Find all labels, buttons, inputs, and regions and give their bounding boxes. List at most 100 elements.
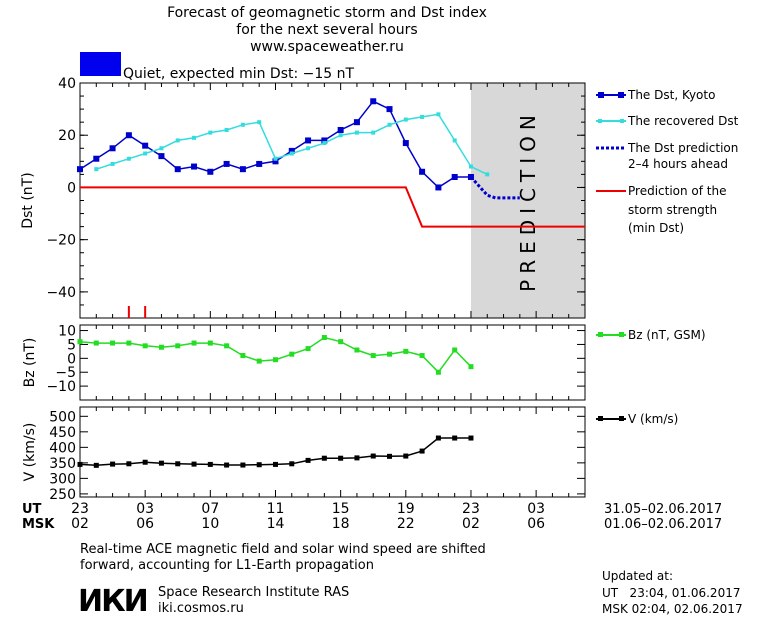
legend-prediction-label-2: 2–4 hours ahead <box>628 157 728 171</box>
data-point <box>451 174 458 180</box>
data-point <box>435 184 442 191</box>
msk-tick-label: 06 <box>527 516 545 532</box>
ut-date-range: 31.05–02.06.2017 <box>604 502 722 517</box>
website-label: www.spaceweather.ru <box>250 39 404 55</box>
data-point <box>224 128 229 132</box>
data-point <box>419 353 425 359</box>
legend-bz-marker2 <box>619 332 624 337</box>
data-point <box>370 453 376 459</box>
legend-recovered-marker2 <box>620 119 624 123</box>
data-point <box>240 122 245 127</box>
ut-tick-label: 11 <box>267 501 285 517</box>
data-point <box>273 156 278 161</box>
data-point <box>223 160 230 167</box>
data-point <box>288 147 295 154</box>
legend-bz: Bz (nT, GSM) <box>596 328 706 342</box>
y-tick-label: 300 <box>49 471 76 487</box>
data-point <box>419 168 426 175</box>
data-point <box>354 347 360 353</box>
data-point <box>240 462 246 468</box>
data-point <box>272 357 278 363</box>
ut-tick-label: 23 <box>71 501 89 517</box>
data-point <box>306 146 311 151</box>
data-point <box>159 146 164 151</box>
msk-tick-label: 18 <box>332 516 350 532</box>
data-point <box>257 120 262 125</box>
data-point <box>387 351 393 357</box>
legend-dst-marker <box>598 92 604 98</box>
y-tick-label: 400 <box>49 440 76 456</box>
data-point <box>403 348 409 354</box>
y-tick-label: 0 <box>67 180 76 196</box>
data-point <box>142 459 148 465</box>
ut-tick-labels: 23 03 07 11 15 19 23 03 <box>71 501 545 517</box>
data-point <box>452 435 458 441</box>
data-point <box>109 145 116 152</box>
data-point <box>77 166 83 173</box>
data-point <box>468 364 474 370</box>
data-point <box>370 353 376 359</box>
data-point <box>224 343 230 349</box>
legend-storm-label-1: Prediction of the <box>628 184 727 198</box>
legend-dst-label: The Dst, Kyoto <box>627 88 715 102</box>
ut-tick-label: 03 <box>136 501 154 517</box>
data-point <box>435 435 441 441</box>
data-point <box>403 453 409 459</box>
data-point <box>207 340 213 346</box>
legend-v-marker <box>598 416 603 421</box>
iki-logo: ИКИ <box>78 584 147 619</box>
msk-tick-labels: 02 06 10 14 18 22 02 06 <box>71 516 545 532</box>
data-point <box>289 351 295 357</box>
data-point <box>224 462 230 468</box>
data-point <box>93 340 99 346</box>
data-point <box>126 461 132 467</box>
data-point <box>305 457 311 463</box>
ut-tick-label: 07 <box>201 501 219 517</box>
institute-site: iki.cosmos.ru <box>158 601 244 616</box>
data-point <box>191 163 198 170</box>
plot-frame <box>79 324 586 401</box>
updated-msk: MSK 02:04, 02.06.2017 <box>602 602 743 616</box>
data-point <box>93 462 99 468</box>
data-point <box>338 339 344 345</box>
data-point <box>321 137 328 144</box>
y-tick-label: 10 <box>58 324 76 340</box>
data-point <box>305 346 311 352</box>
chart-title-line1: Forecast of geomagnetic storm and Dst in… <box>167 5 487 21</box>
ut-tick-label: 23 <box>462 501 480 517</box>
legend-dst: The Dst, Kyoto <box>596 88 715 102</box>
data-point <box>338 133 343 138</box>
data-point <box>305 137 312 144</box>
data-point <box>94 167 99 172</box>
data-point <box>436 112 441 117</box>
data-point <box>386 106 393 113</box>
dst-panel: PREDICTION 40 20 0 −20 −40 Dst (nT) <box>20 76 586 319</box>
legend-storm-label-3: (min Dst) <box>628 221 684 235</box>
data-point <box>143 151 148 156</box>
footer-note-line2: forward, accounting for L1-Earth propaga… <box>80 558 374 573</box>
data-point <box>289 461 295 467</box>
prediction-label: PREDICTION <box>516 109 540 292</box>
updated-label: Updated at: <box>602 569 673 583</box>
data-point <box>256 462 262 468</box>
data-point <box>354 455 360 461</box>
series-line <box>80 186 585 228</box>
legend-bz-marker <box>598 332 603 337</box>
legend: The Dst, Kyoto The recovered Dst The Dst… <box>596 88 739 426</box>
data-point <box>110 161 115 166</box>
data-point <box>93 155 100 162</box>
data-point <box>387 453 393 459</box>
data-point <box>289 151 294 156</box>
ut-tick-label: 03 <box>527 501 545 517</box>
data-point <box>337 127 344 133</box>
footer-note-line1: Real-time ACE magnetic field and solar w… <box>80 542 486 557</box>
legend-dst-marker2 <box>618 92 624 98</box>
data-point <box>272 461 278 467</box>
prediction-region <box>470 83 585 318</box>
ut-tick-label: 19 <box>397 501 415 517</box>
data-point <box>191 340 197 346</box>
data-point <box>452 138 457 143</box>
data-point <box>387 122 392 127</box>
